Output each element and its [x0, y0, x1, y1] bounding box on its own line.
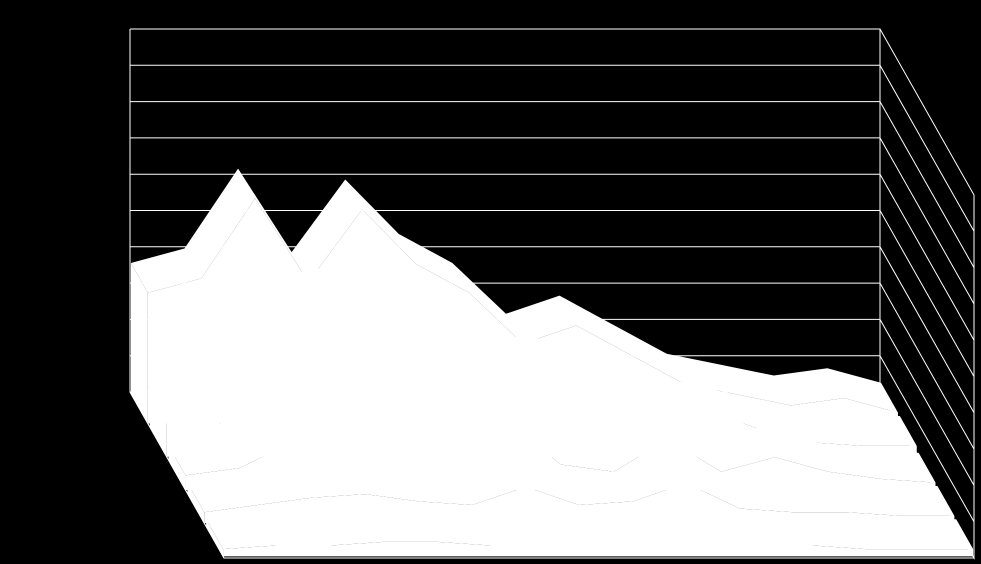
right-grid-line: [880, 174, 974, 340]
right-grid-line: [880, 211, 974, 377]
area-3d-chart: [0, 0, 981, 564]
right-grid-line: [880, 247, 974, 413]
right-grid-line: [880, 138, 974, 304]
right-grid-line: [880, 65, 974, 231]
right-grid-line: [880, 102, 974, 268]
